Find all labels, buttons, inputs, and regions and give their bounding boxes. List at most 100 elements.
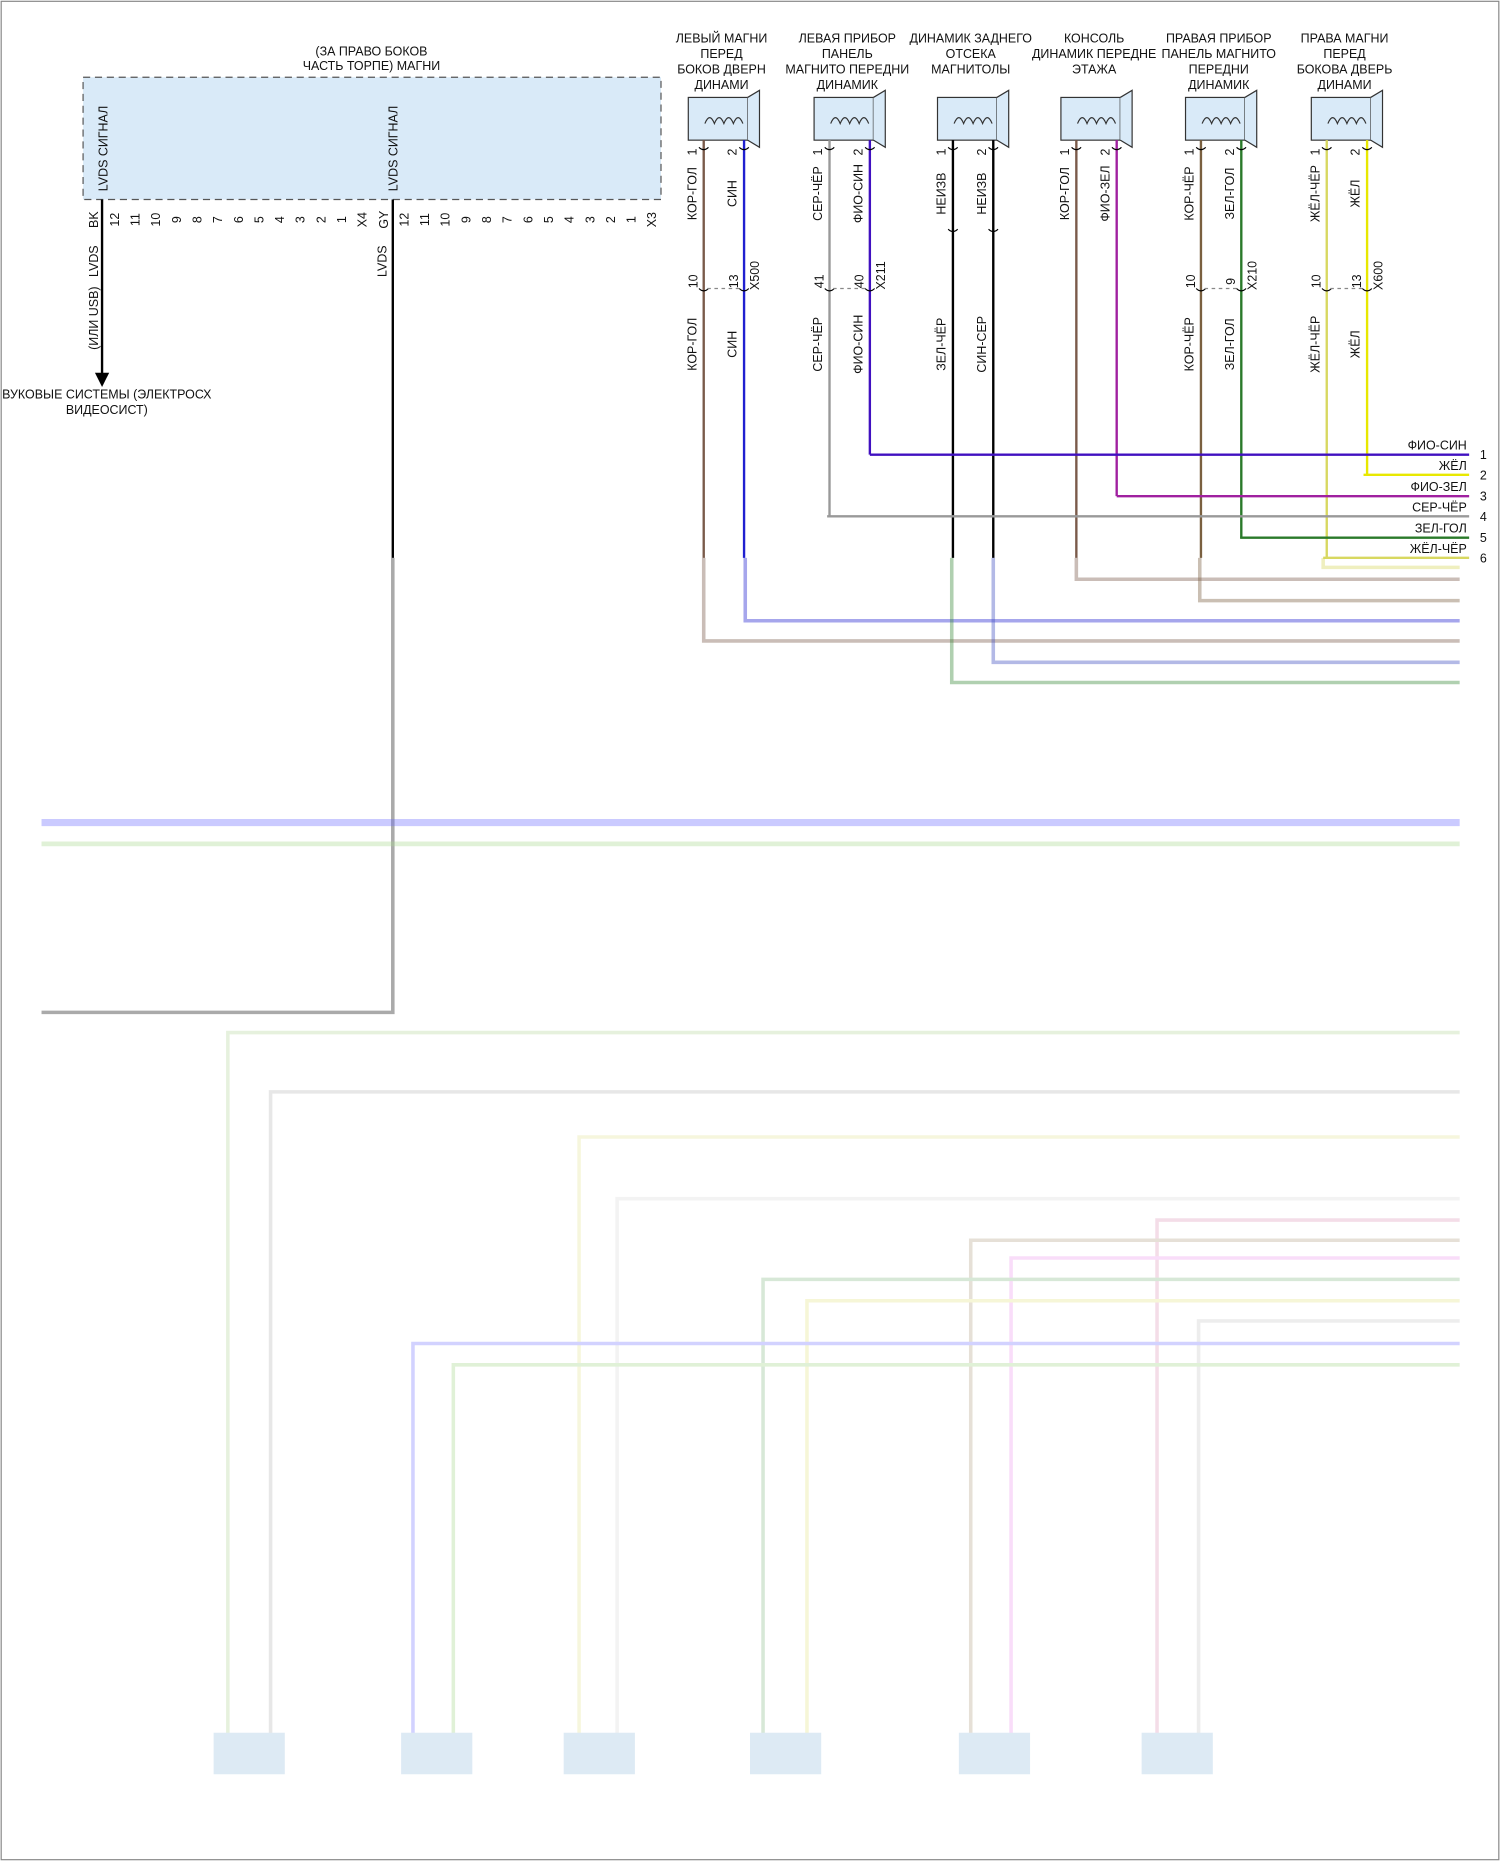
wire-color: СЕР-ЧЁР	[811, 166, 825, 221]
wire-color: КОР-ГОЛ	[685, 167, 699, 220]
speaker-title: МАГНИТОЛЫ	[931, 62, 1010, 76]
pin-label: 3	[583, 216, 597, 223]
wire-color: ЖЁЛ-ЧЁР	[1308, 165, 1322, 222]
pin-label: 10	[149, 213, 163, 227]
speaker-cone	[1119, 89, 1133, 149]
speaker-title: ПАНЕЛЬ	[822, 47, 873, 61]
connector-name: X500	[748, 261, 762, 290]
wire-color: ЖЁЛ	[1349, 330, 1363, 358]
terminal	[1321, 146, 1332, 151]
speaker-pin: 1	[685, 148, 699, 155]
pin-label: 5	[542, 216, 556, 223]
connector-pin: 10	[1184, 274, 1198, 288]
terminal	[824, 146, 835, 151]
connector-pin: 41	[812, 274, 826, 288]
pin-label: 8	[480, 216, 494, 223]
outgoing-label: ФИО-СИН	[1408, 439, 1467, 453]
wire-color: ЗЕЛ-ЧЁР	[935, 318, 949, 371]
signal-label: LVDS СИГНАЛ	[386, 106, 400, 192]
terminal	[988, 228, 999, 233]
speaker-pin: 1	[1183, 148, 1197, 155]
speaker-pin: 2	[1223, 148, 1237, 155]
pin-label: 6	[521, 216, 535, 223]
terminal	[738, 146, 750, 151]
speaker-title: ПРАВАЯ ПРИБОР	[1166, 32, 1272, 46]
speaker-title: ПЕРЕД	[1323, 47, 1366, 61]
wire-color: СЕР-ЧЁР	[811, 317, 825, 372]
speaker-title: ПЕРЕД	[700, 47, 743, 61]
pin-label: 10	[439, 213, 453, 227]
wire-faded	[991, 557, 1460, 665]
speaker-coil	[1076, 117, 1117, 126]
speaker-title: КОНСОЛЬ	[1064, 32, 1124, 46]
speaker-box	[1310, 96, 1372, 141]
connector-pin: 40	[853, 274, 867, 288]
destination: ВИДЕОСИСТ)	[66, 403, 148, 417]
wire-color: ЗЕЛ-ГОЛ	[1223, 318, 1237, 370]
outgoing-number: 4	[1480, 510, 1487, 524]
wire-color: НЕИЗВ	[935, 173, 949, 215]
speaker-title: ПРАВА МАГНИ	[1301, 32, 1389, 46]
terminal	[988, 146, 999, 151]
blurred-lower-section	[41, 818, 1460, 1775]
pin-label: 11	[129, 213, 143, 226]
terminal	[1111, 146, 1122, 151]
speaker-title: ДИНАМИК ПЕРЕДНЕ	[1032, 47, 1156, 61]
connector-name: X600	[1371, 261, 1385, 290]
wire-color: ФИО-ЗЕЛ	[1098, 165, 1112, 221]
connector-pin: 13	[1350, 274, 1364, 288]
pin-label: GY	[377, 210, 391, 229]
signal-label: LVDS СИГНАЛ	[97, 106, 111, 192]
terminal	[1361, 288, 1373, 292]
wire-color: ЖЁЛ-ЧЁР	[1308, 316, 1322, 373]
speaker-pin: 2	[851, 148, 865, 155]
speaker-title: ОТСЕКА	[946, 47, 997, 61]
speaker-pin: 2	[975, 148, 989, 155]
outgoing-number: 1	[1480, 448, 1487, 462]
speaker-cone	[1370, 89, 1384, 149]
terminal	[1361, 146, 1373, 151]
pin-label: 11	[418, 213, 432, 226]
speaker-title: ДИНАМИ	[1318, 78, 1372, 92]
pin-label: X3	[645, 212, 659, 227]
wire-color: ЗЕЛ-ГОЛ	[1223, 168, 1237, 220]
speaker-title: БОКОВА ДВЕРЬ	[1297, 62, 1393, 76]
pin-label: X4	[356, 212, 370, 227]
speaker-coil	[1327, 117, 1367, 126]
wire-color: ФИО-СИН	[851, 164, 865, 223]
speaker-cone	[1244, 89, 1258, 149]
terminal	[864, 146, 876, 151]
speaker-title: ДИНАМИК	[817, 78, 879, 92]
speaker-pin: 2	[1098, 148, 1112, 155]
module-title: ЧАСТЬ ТОРПЕ) МАГНИ	[303, 59, 440, 73]
terminal	[738, 288, 750, 292]
terminal	[947, 146, 959, 151]
speaker-pin: 1	[935, 148, 949, 155]
wire-faded	[743, 557, 1460, 623]
wire-color: КОР-ГОЛ	[685, 318, 699, 371]
speaker-title: ДИНАМИК ЗАДНЕГО	[910, 32, 1033, 46]
terminal	[864, 288, 876, 292]
pin-label: 9	[459, 216, 473, 223]
terminal	[1321, 288, 1332, 292]
terminal	[824, 288, 835, 292]
speaker-box	[1060, 96, 1121, 141]
pin-label: 5	[252, 216, 266, 223]
terminal	[1195, 146, 1207, 151]
pin-label: 9	[170, 216, 184, 223]
terminal	[698, 288, 709, 292]
speaker-title: ЛЕВЫЙ МАГНИ	[676, 31, 768, 46]
terminal	[947, 228, 959, 233]
terminal	[698, 146, 709, 151]
outgoing-number: 3	[1480, 490, 1487, 504]
speaker-cone	[873, 89, 886, 149]
destination: ВУКОВЫЕ СИСТЕМЫ (ЭЛЕКТРОСХ	[2, 388, 212, 402]
terminal	[1071, 146, 1082, 151]
outgoing-label: ЖЁЛ	[1439, 459, 1467, 473]
connector-pin: 13	[727, 274, 741, 288]
speaker-pin: 1	[811, 148, 825, 155]
terminal	[1236, 288, 1247, 292]
wire-color: НЕИЗВ	[975, 173, 989, 215]
